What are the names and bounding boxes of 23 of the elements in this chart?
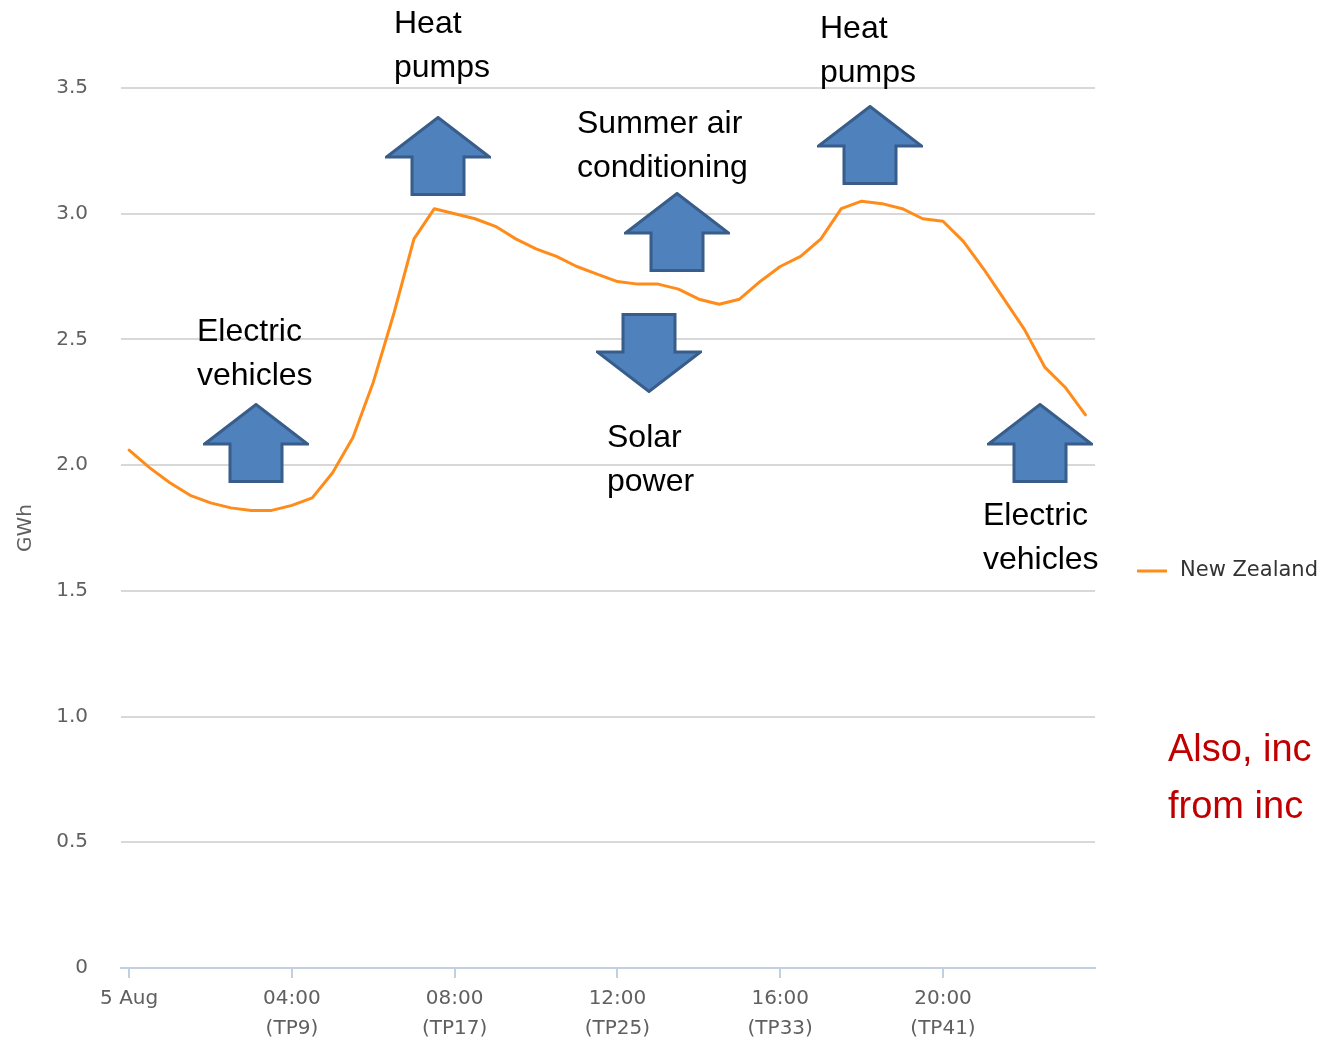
- y-tick-label: 0.5: [56, 828, 88, 853]
- annotation: Electric vehicles: [983, 495, 1099, 578]
- legend-label: New Zealand: [1180, 557, 1318, 582]
- annotation: Heat pumps: [820, 8, 917, 91]
- y-tick-label: 1.0: [56, 702, 88, 727]
- y-tick-label: 3.0: [56, 199, 88, 224]
- y-tick-label: 1.5: [56, 577, 88, 602]
- x-tick-label: 5 Aug: [100, 985, 159, 1010]
- annotation: Electric vehicles: [197, 311, 313, 394]
- x-tick-label: 16:00 (TP33): [747, 985, 813, 1040]
- y-tick-label: 2.5: [56, 325, 88, 350]
- x-tick-label: 08:00 (TP17): [422, 985, 488, 1040]
- x-tick-label: 20:00 (TP41): [910, 985, 976, 1040]
- y-tick-label: 3.5: [56, 74, 88, 99]
- x-tick-label: 04:00 (TP9): [263, 985, 321, 1040]
- text: Also, inc from inc: [1168, 726, 1312, 828]
- y-axis-title: GWh: [12, 504, 37, 552]
- y-tick-label: 0: [75, 954, 88, 979]
- x-tick-label: 12:00 (TP25): [584, 985, 651, 1040]
- text: Heat pumps: [394, 3, 491, 86]
- annotation: Solar power: [607, 417, 695, 500]
- annotation: Summer air conditioning: [577, 103, 748, 186]
- y-tick-label: 2.0: [56, 451, 88, 476]
